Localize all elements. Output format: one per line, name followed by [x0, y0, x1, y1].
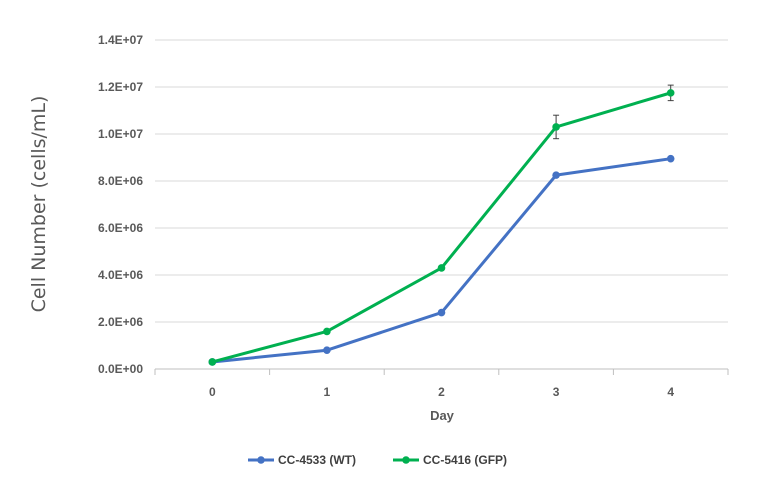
x-tick-label: 2 — [438, 385, 445, 399]
series-line — [210, 157, 673, 364]
series-2 — [208, 84, 675, 366]
y-axis-title: Cell Number (cells/mL) — [28, 96, 50, 313]
y-tick-label: 8.0E+06 — [98, 174, 143, 188]
data-point — [208, 358, 217, 366]
y-tick-label: 4.0E+06 — [98, 268, 143, 282]
y-tick-label: 6.0E+06 — [98, 221, 143, 235]
legend: CC-4533 (WT) CC-5416 (GFP) — [248, 453, 507, 467]
legend-item: CC-4533 (WT) — [248, 453, 356, 467]
x-tick-label: 0 — [209, 385, 216, 399]
data-point — [552, 171, 560, 179]
series-1 — [208, 154, 675, 366]
gridlines — [155, 39, 728, 370]
data-point — [437, 308, 446, 317]
legend-swatch-marker — [402, 456, 410, 464]
legend-label: CC-4533 (WT) — [278, 453, 356, 467]
series-lines — [208, 84, 675, 366]
x-tick-label: 1 — [324, 385, 331, 399]
y-tick-label: 2.0E+06 — [98, 315, 143, 329]
legend-item: CC-5416 (GFP) — [393, 453, 507, 467]
x-axis-ticks: 0 1 2 3 4 — [154, 369, 729, 399]
data-point — [437, 264, 446, 272]
legend-label: CC-5416 (GFP) — [423, 453, 507, 467]
y-tick-label: 0.0E+00 — [98, 362, 143, 376]
y-tick-label: 1.4E+07 — [98, 33, 143, 47]
y-axis-ticks: 0.0E+00 2.0E+06 4.0E+06 6.0E+06 8.0E+06 1.0E+… — [98, 33, 143, 376]
data-point — [666, 154, 675, 163]
data-point — [323, 327, 331, 336]
y-tick-label: 1.2E+07 — [98, 80, 143, 94]
data-point — [323, 346, 331, 355]
x-axis-title: Day — [430, 408, 455, 423]
data-point — [552, 123, 560, 131]
x-tick-label: 4 — [667, 385, 674, 399]
legend-swatch-marker — [257, 456, 265, 464]
data-point — [666, 89, 675, 97]
y-tick-label: 1.0E+07 — [98, 127, 143, 141]
x-tick-label: 3 — [553, 385, 560, 399]
